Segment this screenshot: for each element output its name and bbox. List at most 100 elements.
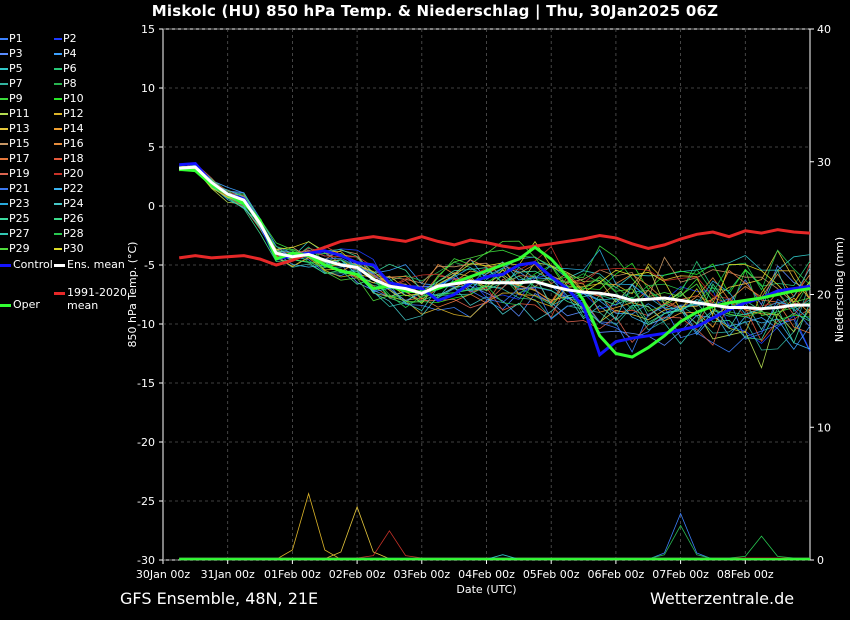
y-tick-label: 10 [141,82,155,95]
precip-line [179,530,810,559]
y-tick-label: 0 [148,200,155,213]
legend-label: P11 [9,107,30,120]
source-caption: Wetterzentrale.de [650,589,795,608]
y2-tick-label: 0 [817,554,824,567]
legend-label: P21 [9,182,30,195]
legend-swatch [0,203,8,205]
model-caption: GFS Ensemble, 48N, 21E [120,589,319,608]
legend-swatch [0,38,8,40]
legend-label: P20 [63,167,84,180]
member-line-p8 [179,165,811,316]
legend-swatch [54,233,62,235]
control-line [179,161,811,358]
x-tick-label: 06Feb 00z [588,568,645,581]
legend-swatch [54,218,62,220]
legend-swatch [54,68,62,70]
x-tick-label: 05Feb 00z [523,568,580,581]
x-tick-label: 03Feb 00z [393,568,450,581]
legend-swatch [0,143,8,145]
y-tick-label: 5 [148,141,155,154]
legend-label: P26 [63,212,84,225]
y-tick-label: -30 [137,554,155,567]
y2-tick-label: 20 [817,289,831,302]
legend-label: P24 [63,197,84,210]
precip-line [179,492,810,560]
legend-label: P18 [63,152,84,165]
legend-swatch [54,173,62,175]
legend-swatch [0,158,8,160]
x-gridlines [227,29,746,560]
y2-axis-title: Niederschlag (mm) [833,237,846,342]
legend-swatch [0,248,8,250]
x-tick-label: 31Jan 00z [201,568,255,581]
legend-swatch [0,264,11,267]
legend-label: P13 [9,122,30,135]
legend-label: P23 [9,197,30,210]
legend-swatch [54,188,62,190]
legend-label: P2 [63,32,77,45]
legend-label: P17 [9,152,30,165]
member-line-p9 [179,168,811,317]
legend-swatch [0,113,8,115]
legend-swatch [54,264,65,267]
ens-mean-line [179,165,810,311]
legend-swatch [0,83,8,85]
x-tick-label: 04Feb 00z [458,568,515,581]
y-tick-label: -15 [137,377,155,390]
y-tick-label: -20 [137,436,155,449]
legend-label: P10 [63,92,84,105]
x-axis-title: Date (UTC) [456,583,516,596]
legend-swatch [54,203,62,205]
legend: P1 P2 P3 P4 P5 P6 P7 P8 P9 P10 P11 P12 P13 P14 P15 P16 P… [0,32,135,322]
legend-swatch [54,143,62,145]
legend-swatch [0,128,8,130]
precip-line [179,524,810,560]
legend-label: P16 [63,137,84,150]
y-tick-label: -25 [137,495,155,508]
legend-label: P14 [63,122,84,135]
legend-label: P15 [9,137,30,150]
legend-swatch [54,113,62,115]
legend-swatch [54,158,62,160]
legend-swatch [0,304,11,307]
legend-swatch [54,128,62,130]
legend-label: P27 [9,227,30,240]
member-line-p30 [179,168,811,316]
legend-label: P12 [63,107,84,120]
legend-swatch [0,53,8,55]
legend-label: P19 [9,167,30,180]
legend-swatch [54,292,65,295]
legend-label: P29 [9,242,30,255]
y2-tick-label: 40 [817,23,831,36]
precip-members [179,492,810,561]
member-line-p15 [179,169,811,307]
legend-label: Control [13,258,53,271]
legend-swatch [54,98,62,100]
legend-swatch [0,98,8,100]
legend-label: Ens. mean [67,258,125,271]
legend-swatch [54,248,62,250]
legend-swatch [0,233,8,235]
y-tick-label: 15 [141,23,155,36]
y2-tick-label: 10 [817,421,831,434]
legend-label: P6 [63,62,77,75]
legend-label: P25 [9,212,30,225]
legend-swatch [0,68,8,70]
legend-swatch [0,188,8,190]
legend-label: P9 [9,92,23,105]
x-tick-label: 02Feb 00z [329,568,386,581]
x-tick-label: 07Feb 00z [652,568,709,581]
y-tick-label: -10 [137,318,155,331]
legend-label: P8 [63,77,77,90]
legend-label: P4 [63,47,77,60]
legend-label: P28 [63,227,84,240]
legend-swatch [54,53,62,55]
legend-swatch [0,218,8,220]
legend-label: Oper [13,298,40,311]
legend-label-line2: mean [67,299,99,312]
legend-label: P7 [9,77,23,90]
legend-label: P30 [63,242,84,255]
legend-label: P5 [9,62,23,75]
x-tick-label: 30Jan 00z [136,568,190,581]
legend-swatch [0,173,8,175]
